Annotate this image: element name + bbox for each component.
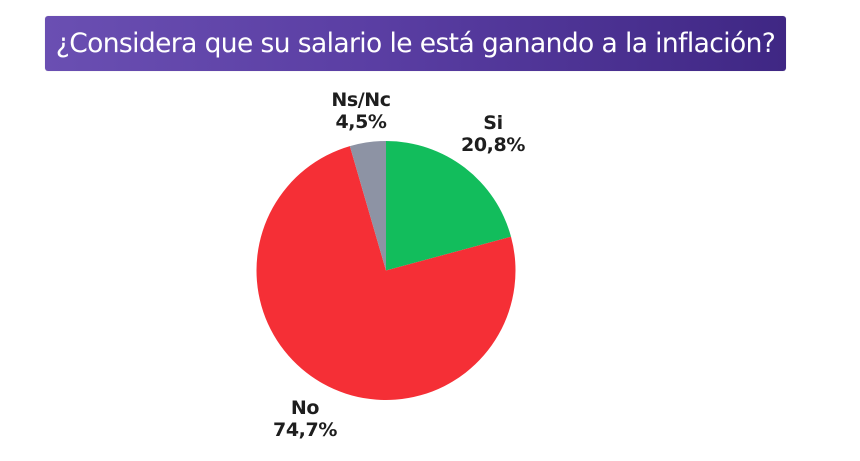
label-si-name: Si: [483, 112, 503, 134]
label-no-name: No: [290, 397, 320, 419]
title-banner: ¿Considera que su salario le está ganand…: [45, 16, 786, 71]
label-si: Si 20,8%: [461, 112, 525, 156]
label-no-value: 74,7%: [273, 419, 337, 441]
pie-slice-no: [256, 146, 516, 400]
label-nsnc: Ns/Nc 4,5%: [331, 89, 391, 133]
label-no: No 74,7%: [273, 397, 337, 441]
label-si-value: 20,8%: [461, 134, 525, 156]
chart-title: ¿Considera que su salario le está ganand…: [55, 28, 776, 59]
pie-slice-si: [386, 141, 512, 271]
pie-slices: [256, 141, 516, 400]
pie-slice-nsnc: [349, 141, 386, 271]
label-nsnc-value: 4,5%: [335, 111, 387, 133]
label-nsnc-name: Ns/Nc: [331, 89, 391, 111]
